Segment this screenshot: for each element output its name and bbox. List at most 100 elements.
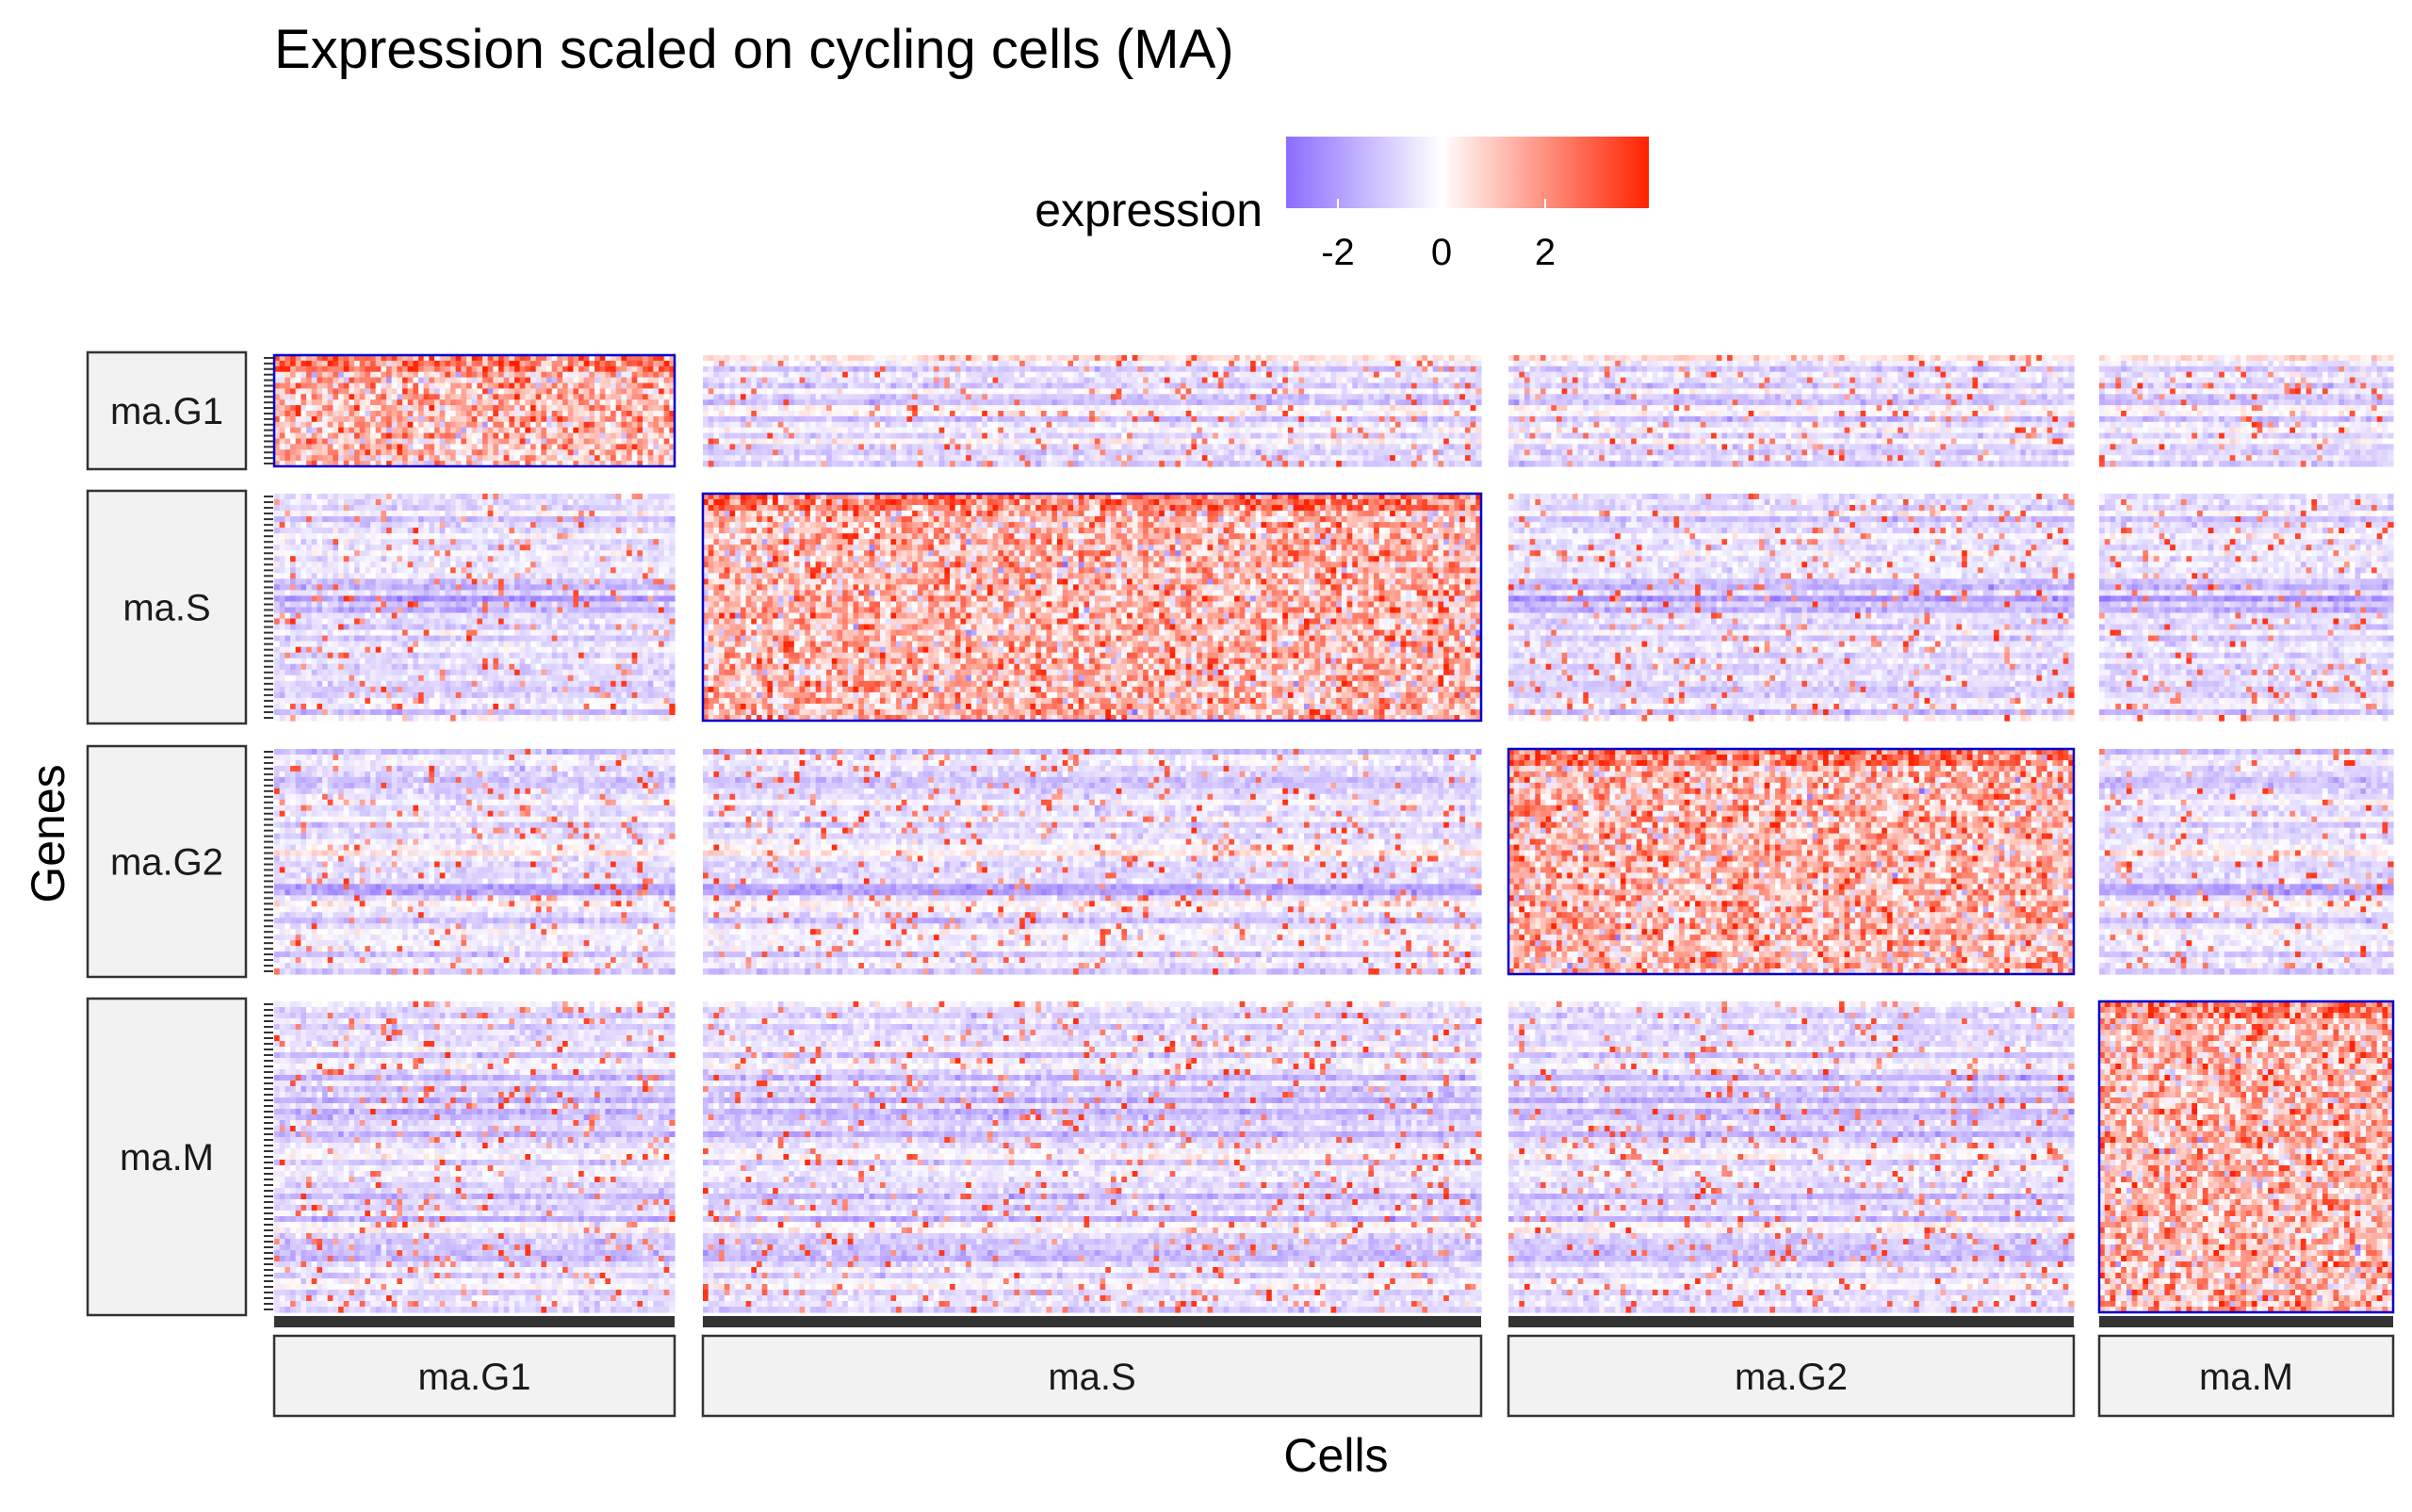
heatmap-cell — [982, 366, 987, 373]
heatmap-blocks — [264, 355, 2394, 1327]
heatmap-cell — [573, 433, 579, 440]
heatmap-cell — [746, 372, 752, 379]
heatmap-cell — [1288, 361, 1294, 367]
heatmap-cell — [826, 355, 832, 362]
heatmap-cell — [1041, 366, 1047, 373]
heatmap-cell — [520, 399, 526, 406]
heatmap-cell — [729, 383, 735, 390]
heatmap-cell — [280, 422, 285, 429]
heatmap-cell — [912, 378, 918, 384]
heatmap-cell — [595, 444, 600, 450]
heatmap-cell — [434, 399, 440, 406]
heatmap-cell — [386, 416, 392, 423]
heatmap-cell — [837, 355, 842, 362]
heatmap-cell — [783, 366, 789, 373]
heatmap-cell — [445, 372, 450, 379]
heatmap-cell — [296, 411, 302, 417]
heatmap-cell — [514, 388, 520, 395]
heatmap-cell — [1245, 355, 1250, 362]
heatmap-cell — [472, 399, 478, 406]
legend-gradient — [1286, 137, 1649, 208]
heatmap-cell — [1417, 378, 1423, 384]
heatmap-cell — [1019, 378, 1025, 384]
heatmap-cell — [616, 455, 622, 462]
heatmap-cell — [552, 449, 558, 456]
heatmap-cell — [482, 378, 488, 384]
heatmap-cell — [719, 378, 725, 384]
heatmap-cell — [1051, 355, 1057, 362]
heatmap-cell — [1116, 355, 1122, 362]
heatmap-cell — [541, 455, 546, 462]
heatmap-cell — [1443, 355, 1449, 362]
heatmap-cell — [498, 399, 504, 406]
heatmap-cell — [826, 383, 832, 390]
heatmap-cell — [1294, 355, 1299, 362]
heatmap-cell — [1278, 366, 1283, 373]
heatmap-cell — [1347, 372, 1353, 379]
heatmap-cell — [493, 366, 498, 373]
heatmap-cell — [461, 411, 466, 417]
heatmap-cell — [800, 378, 806, 384]
heatmap-cell — [966, 355, 971, 362]
heatmap-cell — [950, 372, 955, 379]
heatmap-cell — [440, 366, 446, 373]
heatmap-cell — [312, 455, 318, 462]
heatmap-cell — [1475, 366, 1481, 373]
heatmap-cell — [1224, 355, 1230, 362]
heatmap-cell — [1213, 355, 1218, 362]
heatmap-cell — [1336, 378, 1342, 384]
heatmap-cell — [285, 366, 290, 373]
heatmap-cell — [1384, 361, 1390, 367]
heatmap-cell — [317, 449, 322, 456]
legend-colorbar: -202 — [1286, 137, 1649, 273]
heatmap-cell — [794, 355, 800, 362]
heatmap-cell — [424, 444, 430, 450]
heatmap-cell — [370, 422, 376, 429]
heatmap-cell — [977, 366, 983, 373]
heatmap-cell — [1165, 355, 1170, 362]
heatmap-cell — [504, 439, 510, 446]
heatmap-cell — [773, 372, 778, 379]
heatmap-cell — [450, 388, 456, 395]
heatmap-cell — [848, 378, 854, 384]
heatmap-cell — [1170, 372, 1176, 379]
heatmap-cell — [418, 383, 424, 390]
heatmap-cell — [1047, 361, 1052, 367]
heatmap-cell — [890, 361, 896, 367]
heatmap-cell — [664, 444, 670, 450]
heatmap-cell — [1051, 366, 1057, 373]
heatmap-cell — [338, 422, 344, 429]
heatmap-cell — [1041, 378, 1047, 384]
heatmap-cell — [360, 361, 366, 367]
heatmap-cell — [536, 411, 542, 417]
heatmap-cell — [653, 394, 659, 400]
heatmap-cell — [461, 444, 466, 450]
heatmap-cell — [842, 355, 848, 362]
heatmap-cell — [1294, 361, 1299, 367]
heatmap-cell — [579, 444, 584, 450]
heatmap-cell — [1111, 372, 1116, 379]
heatmap-cell — [653, 378, 659, 384]
heatmap-cell — [568, 411, 574, 417]
heatmap-cell — [621, 433, 627, 440]
heatmap-cell — [312, 383, 318, 390]
heatmap-cell — [520, 444, 526, 450]
heatmap-cell — [1282, 378, 1288, 384]
heatmap-cell — [573, 388, 579, 395]
heatmap-cell — [977, 355, 983, 362]
heatmap-cell — [579, 422, 584, 429]
heatmap-cell — [648, 422, 654, 429]
heatmap-cell — [837, 366, 842, 373]
heatmap-cell — [1234, 355, 1240, 362]
heatmap-cell — [902, 366, 907, 373]
heatmap-cell — [456, 422, 462, 429]
heatmap-cell — [306, 439, 312, 446]
heatmap-cell — [611, 455, 616, 462]
heatmap-cell — [1025, 366, 1031, 373]
heatmap-cell — [1352, 366, 1358, 373]
heatmap-cell — [557, 372, 562, 379]
heatmap-cell — [546, 361, 552, 367]
heatmap-cell — [488, 433, 494, 440]
heatmap-cell — [568, 422, 574, 429]
heatmap-cell — [611, 399, 616, 406]
